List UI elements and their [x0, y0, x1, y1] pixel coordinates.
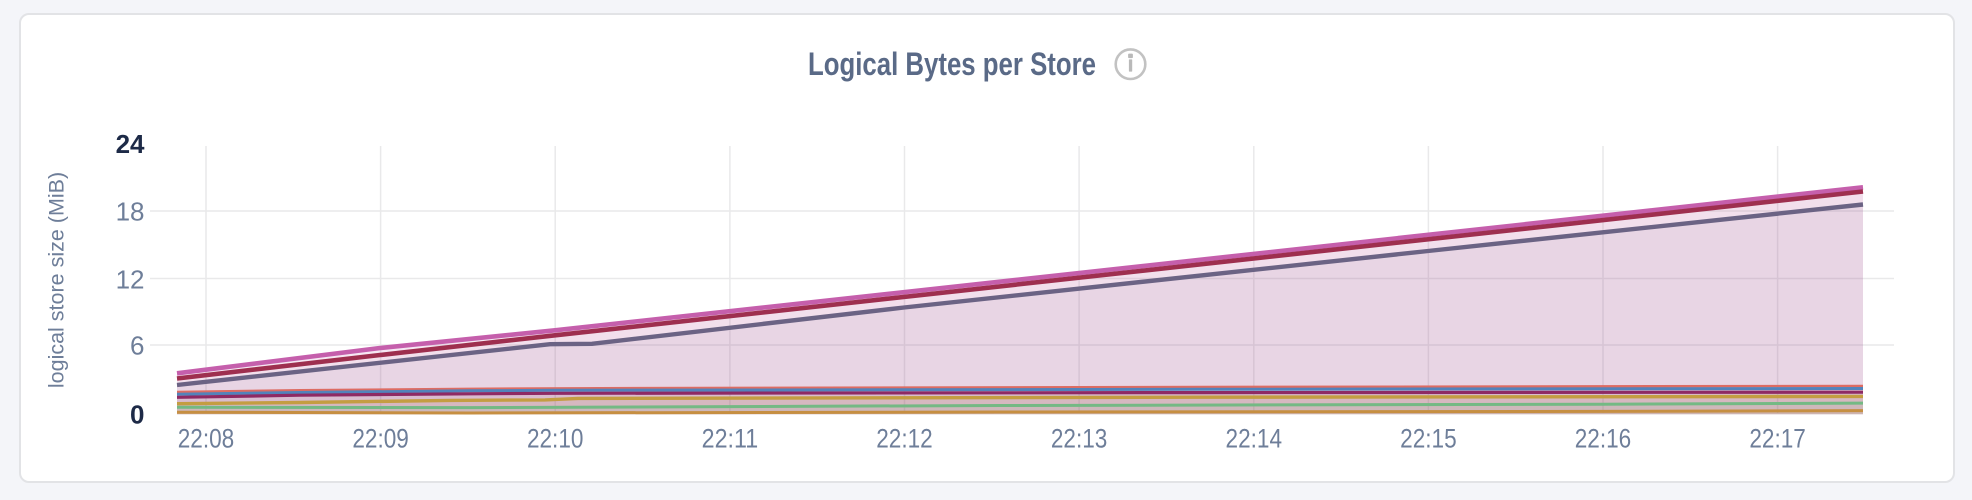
svg-text:6: 6 — [130, 331, 144, 361]
svg-text:22:14: 22:14 — [1226, 424, 1283, 454]
svg-text:22:11: 22:11 — [702, 424, 759, 454]
svg-text:22:13: 22:13 — [1051, 424, 1108, 454]
svg-text:22:10: 22:10 — [527, 424, 584, 454]
svg-text:22:16: 22:16 — [1575, 424, 1632, 454]
svg-text:24: 24 — [116, 129, 145, 159]
svg-text:22:15: 22:15 — [1400, 424, 1457, 454]
svg-text:logical store size (MiB): logical store size (MiB) — [45, 172, 69, 388]
svg-text:22:12: 22:12 — [876, 424, 933, 454]
svg-text:12: 12 — [116, 265, 145, 295]
svg-text:22:09: 22:09 — [352, 424, 409, 454]
svg-text:18: 18 — [116, 197, 145, 227]
svg-text:Logical Bytes per Store: Logical Bytes per Store — [808, 46, 1096, 82]
svg-text:0: 0 — [130, 399, 144, 429]
svg-text:22:17: 22:17 — [1749, 424, 1806, 454]
svg-text:22:08: 22:08 — [178, 424, 235, 454]
